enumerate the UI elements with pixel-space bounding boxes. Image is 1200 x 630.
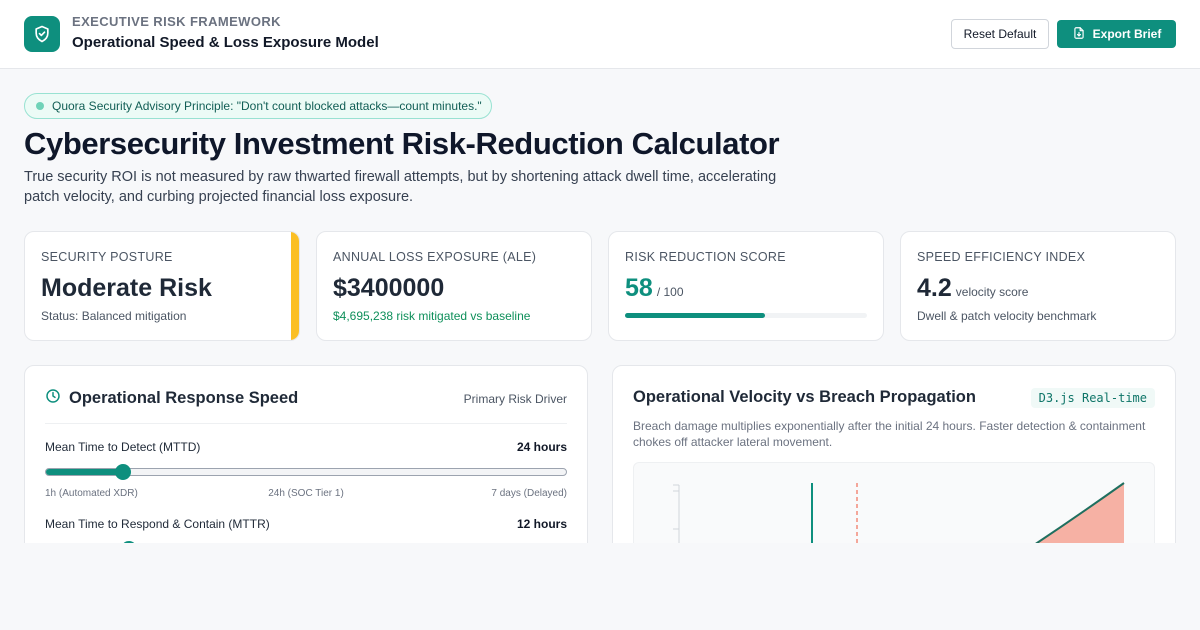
slider-tick-min: 1h (Automated XDR) — [45, 488, 138, 499]
card-value-row: 58/ 100 — [625, 274, 684, 303]
clock-icon — [45, 388, 61, 409]
score-progress-bar — [625, 313, 867, 318]
chart-description: Breach damage multiplies exponentially a… — [633, 419, 1146, 449]
score-value: 58 — [625, 274, 653, 302]
card-label: SECURITY POSTURE — [41, 250, 173, 264]
slider-tick-max: 7 days (Delayed) — [491, 488, 567, 499]
card-note: Dwell & patch velocity benchmark — [917, 309, 1097, 323]
card-value-row: 4.2 velocity score — [917, 274, 1028, 303]
card-label: RISK REDUCTION SCORE — [625, 250, 786, 264]
page-subtitle: True security ROI is not measured by raw… — [24, 169, 777, 205]
card-label: ANNUAL LOSS EXPOSURE (ALE) — [333, 250, 537, 264]
mttd-slider-handle[interactable] — [115, 464, 132, 480]
mttd-slider-group: Mean Time to Detect (MTTD) 24 hours 1h (… — [45, 440, 567, 500]
header-eyebrow: EXECUTIVE RISK FRAMEWORK — [72, 14, 281, 29]
file-download-icon — [1072, 26, 1086, 43]
annual-loss-exposure-card: ANNUAL LOSS EXPOSURE (ALE) $3400000 $4,6… — [316, 231, 592, 341]
realtime-badge: D3.js Real-time — [1030, 388, 1155, 408]
risk-reduction-score-card: RISK REDUCTION SCORE 58/ 100 — [608, 231, 884, 341]
velocity-chart-panel: Operational Velocity vs Breach Propagati… — [612, 365, 1176, 565]
card-status: Status: Balanced mitigation — [41, 309, 187, 323]
operational-response-panel: Operational Response Speed Primary Risk … — [24, 365, 588, 565]
viewport-cutoff — [0, 543, 1200, 630]
mttd-slider[interactable] — [45, 468, 567, 476]
slider-value: 12 hours — [516, 517, 567, 531]
slider-value: 24 hours — [516, 440, 567, 454]
breach-damage-line — [1012, 482, 1125, 564]
slider-label: Mean Time to Detect (MTTD) — [45, 440, 201, 454]
status-dot — [36, 102, 44, 110]
export-brief-label: Export Brief — [1092, 27, 1162, 41]
slider-fill — [46, 469, 125, 475]
page-title: Cybersecurity Investment Risk-Reduction … — [24, 126, 780, 161]
slider-tick-mid: 24h (SOC Tier 1) — [268, 488, 344, 499]
divider — [45, 423, 567, 424]
card-value: Moderate Risk — [41, 274, 212, 302]
card-label: SPEED EFFICIENCY INDEX — [917, 250, 1086, 264]
speed-efficiency-card: SPEED EFFICIENCY INDEX 4.2 velocity score… — [900, 231, 1176, 341]
speed-suffix: velocity score — [955, 285, 1029, 299]
advisory-principle-badge: Quora Security Advisory Principle: "Don'… — [24, 93, 492, 119]
chart-title: Operational Velocity vs Breach Propagati… — [633, 388, 976, 406]
shield-check-icon — [24, 16, 60, 52]
export-brief-button[interactable]: Export Brief — [1057, 20, 1176, 48]
security-posture-card: SECURITY POSTURE Moderate Risk Status: B… — [24, 231, 300, 341]
advisory-principle-text: Quora Security Advisory Principle: "Don'… — [52, 99, 482, 113]
panel-tag: Primary Risk Driver — [463, 392, 567, 406]
score-suffix: / 100 — [656, 285, 684, 299]
speed-value: 4.2 — [917, 274, 952, 302]
score-progress-fill — [625, 313, 766, 318]
panel-header: Operational Response Speed — [45, 388, 298, 409]
slider-label: Mean Time to Respond & Contain (MTTR) — [45, 517, 270, 531]
risk-accent-bar — [291, 232, 299, 340]
card-mitigation-note: $4,695,238 risk mitigated vs baseline — [333, 309, 531, 323]
app-header: EXECUTIVE RISK FRAMEWORK Operational Spe… — [0, 0, 1200, 69]
header-title: Operational Speed & Loss Exposure Model — [72, 34, 379, 51]
panel-title: Operational Response Speed — [69, 389, 299, 407]
card-value: $3400000 — [333, 274, 445, 302]
reset-default-button[interactable]: Reset Default — [951, 19, 1049, 49]
